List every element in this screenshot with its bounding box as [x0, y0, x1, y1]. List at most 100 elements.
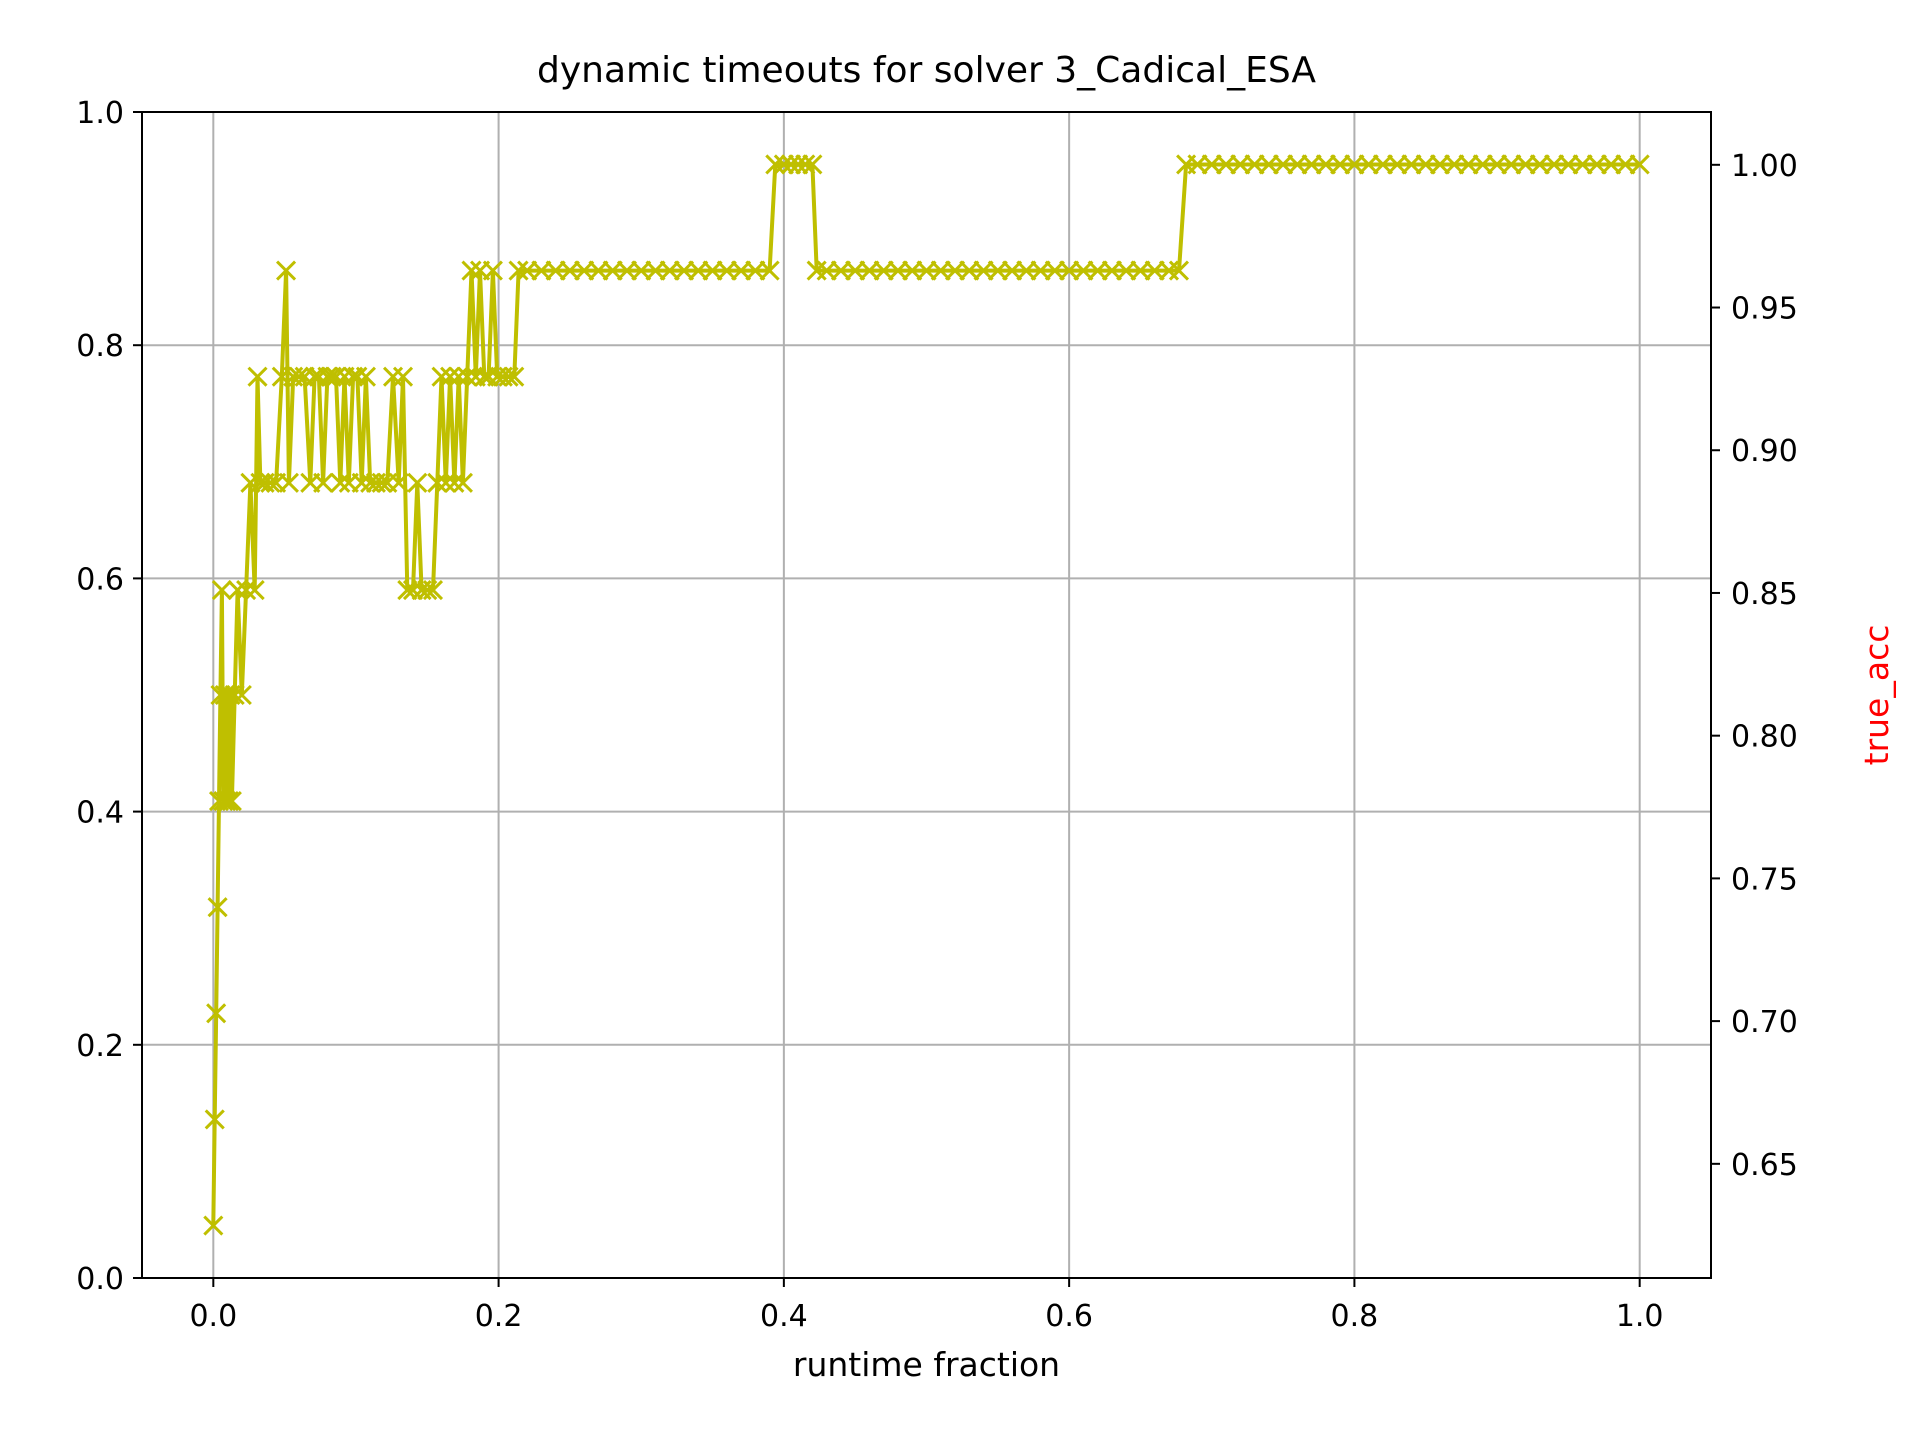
y-tick-label: 0.6: [76, 562, 124, 597]
data-point-marker: [1130, 260, 1151, 281]
x-tick-label: 0.4: [760, 1299, 808, 1334]
data-point-marker: [731, 260, 752, 281]
data-point-marker: [1358, 154, 1379, 175]
data-point-marker: [702, 260, 723, 281]
data-point-marker: [1344, 154, 1365, 175]
data-point-marker: [211, 579, 232, 601]
data-point-marker: [461, 260, 482, 281]
data-point-marker: [616, 260, 638, 281]
data-point-marker: [1601, 154, 1622, 175]
y-right-tick-label: 0.65: [1731, 1148, 1798, 1183]
data-point-marker: [873, 260, 894, 281]
x-tick-label: 0.6: [1045, 1299, 1093, 1334]
data-point-marker: [1415, 154, 1436, 175]
data-point-marker: [325, 366, 347, 387]
data-point-marker: [313, 472, 334, 493]
data-point-marker: [397, 579, 418, 601]
data-point-marker: [392, 366, 414, 387]
data-point-marker: [574, 260, 595, 281]
y-right-tick-label: 0.70: [1731, 1005, 1798, 1040]
data-point-marker: [1287, 154, 1308, 175]
y-tick-label: 0.8: [76, 329, 124, 364]
data-point-marker: [422, 579, 444, 601]
data-point-marker: [218, 791, 240, 812]
data-point-marker: [765, 154, 786, 175]
data-point-marker: [773, 154, 794, 175]
data-point-marker: [759, 260, 780, 281]
x-tick-label: 0.8: [1331, 1299, 1379, 1334]
data-point-marker: [231, 684, 252, 706]
data-point-marker: [1215, 154, 1237, 175]
data-point-marker: [1273, 154, 1294, 175]
data-point-marker: [407, 472, 428, 493]
data-point-marker: [1144, 260, 1165, 281]
data-point-marker: [504, 366, 525, 387]
y-axis-right: 0.65 0.70 0.75 0.80 0.85 0.90 0.95 1.00: [1711, 149, 1798, 1183]
data-point-marker: [1486, 154, 1508, 175]
y-axis-left: 0.0 0.2 0.4 0.6 0.8 1.0: [76, 96, 142, 1297]
data-point-marker: [448, 366, 469, 387]
data-point-marker: [452, 472, 473, 493]
y-right-tick-label: 1.00: [1731, 149, 1798, 184]
data-point-marker: [1330, 154, 1351, 175]
data-point-marker: [260, 472, 281, 493]
data-point-marker: [457, 366, 478, 387]
data-point-marker: [745, 260, 766, 281]
data-point-marker: [659, 260, 680, 281]
data-point-marker: [435, 472, 456, 493]
data-point-marker: [371, 472, 392, 493]
data-point-marker: [1629, 154, 1650, 175]
data-point-marker: [1572, 154, 1593, 175]
data-point-marker: [247, 366, 268, 387]
data-point-marker: [1187, 154, 1208, 175]
y-right-tick-label: 0.80: [1731, 720, 1798, 755]
data-point-marker: [780, 154, 802, 175]
data-point-marker: [517, 260, 538, 281]
data-point-marker: [944, 260, 966, 281]
data-point-marker: [1230, 154, 1251, 175]
y-right-tick-label: 0.90: [1731, 434, 1798, 469]
y-right-tick-label: 0.95: [1731, 292, 1798, 327]
data-point-marker: [482, 260, 503, 281]
data-series: [203, 154, 1650, 1236]
data-point-marker: [207, 897, 228, 918]
data-point-marker: [559, 260, 580, 281]
data-point-marker: [1258, 154, 1279, 175]
data-point-marker: [887, 260, 909, 281]
data-point-marker: [213, 791, 234, 812]
data-point-marker: [588, 260, 609, 281]
data-point-marker: [1116, 260, 1137, 281]
x-tick-label: 0.2: [475, 1299, 523, 1334]
data-point-marker: [508, 260, 529, 281]
data-point-marker: [224, 684, 245, 706]
y-right-tick-label: 0.85: [1731, 577, 1798, 612]
data-point-marker: [221, 791, 242, 812]
y-right-tick-label: 0.75: [1731, 862, 1798, 897]
data-point-marker: [802, 154, 823, 175]
data-point-marker: [227, 579, 248, 601]
x-axis-label: runtime fraction: [793, 1345, 1060, 1384]
data-point-marker: [244, 579, 265, 601]
data-point-marker: [902, 260, 923, 281]
data-point-marker: [1472, 154, 1493, 175]
x-axis: 0.0 0.2 0.4 0.6 0.8 1.0: [189, 1278, 1664, 1334]
data-point-marker: [930, 260, 951, 281]
data-point-marker: [845, 260, 866, 281]
data-point-marker: [973, 260, 994, 281]
data-point-marker: [351, 472, 372, 493]
data-point-marker: [498, 366, 519, 387]
data-point-marker: [1544, 154, 1565, 175]
data-point-marker: [1586, 154, 1607, 175]
data-point-marker: [444, 472, 465, 493]
data-point-marker: [402, 579, 424, 601]
data-point-marker: [1016, 260, 1037, 281]
data-point-marker: [1444, 154, 1465, 175]
data-point-marker: [1615, 154, 1636, 175]
x-tick-label: 0.0: [189, 1299, 237, 1334]
data-point-marker: [631, 260, 652, 281]
data-point-marker: [987, 260, 1008, 281]
data-point-marker: [545, 260, 566, 281]
data-point-marker: [317, 366, 338, 387]
